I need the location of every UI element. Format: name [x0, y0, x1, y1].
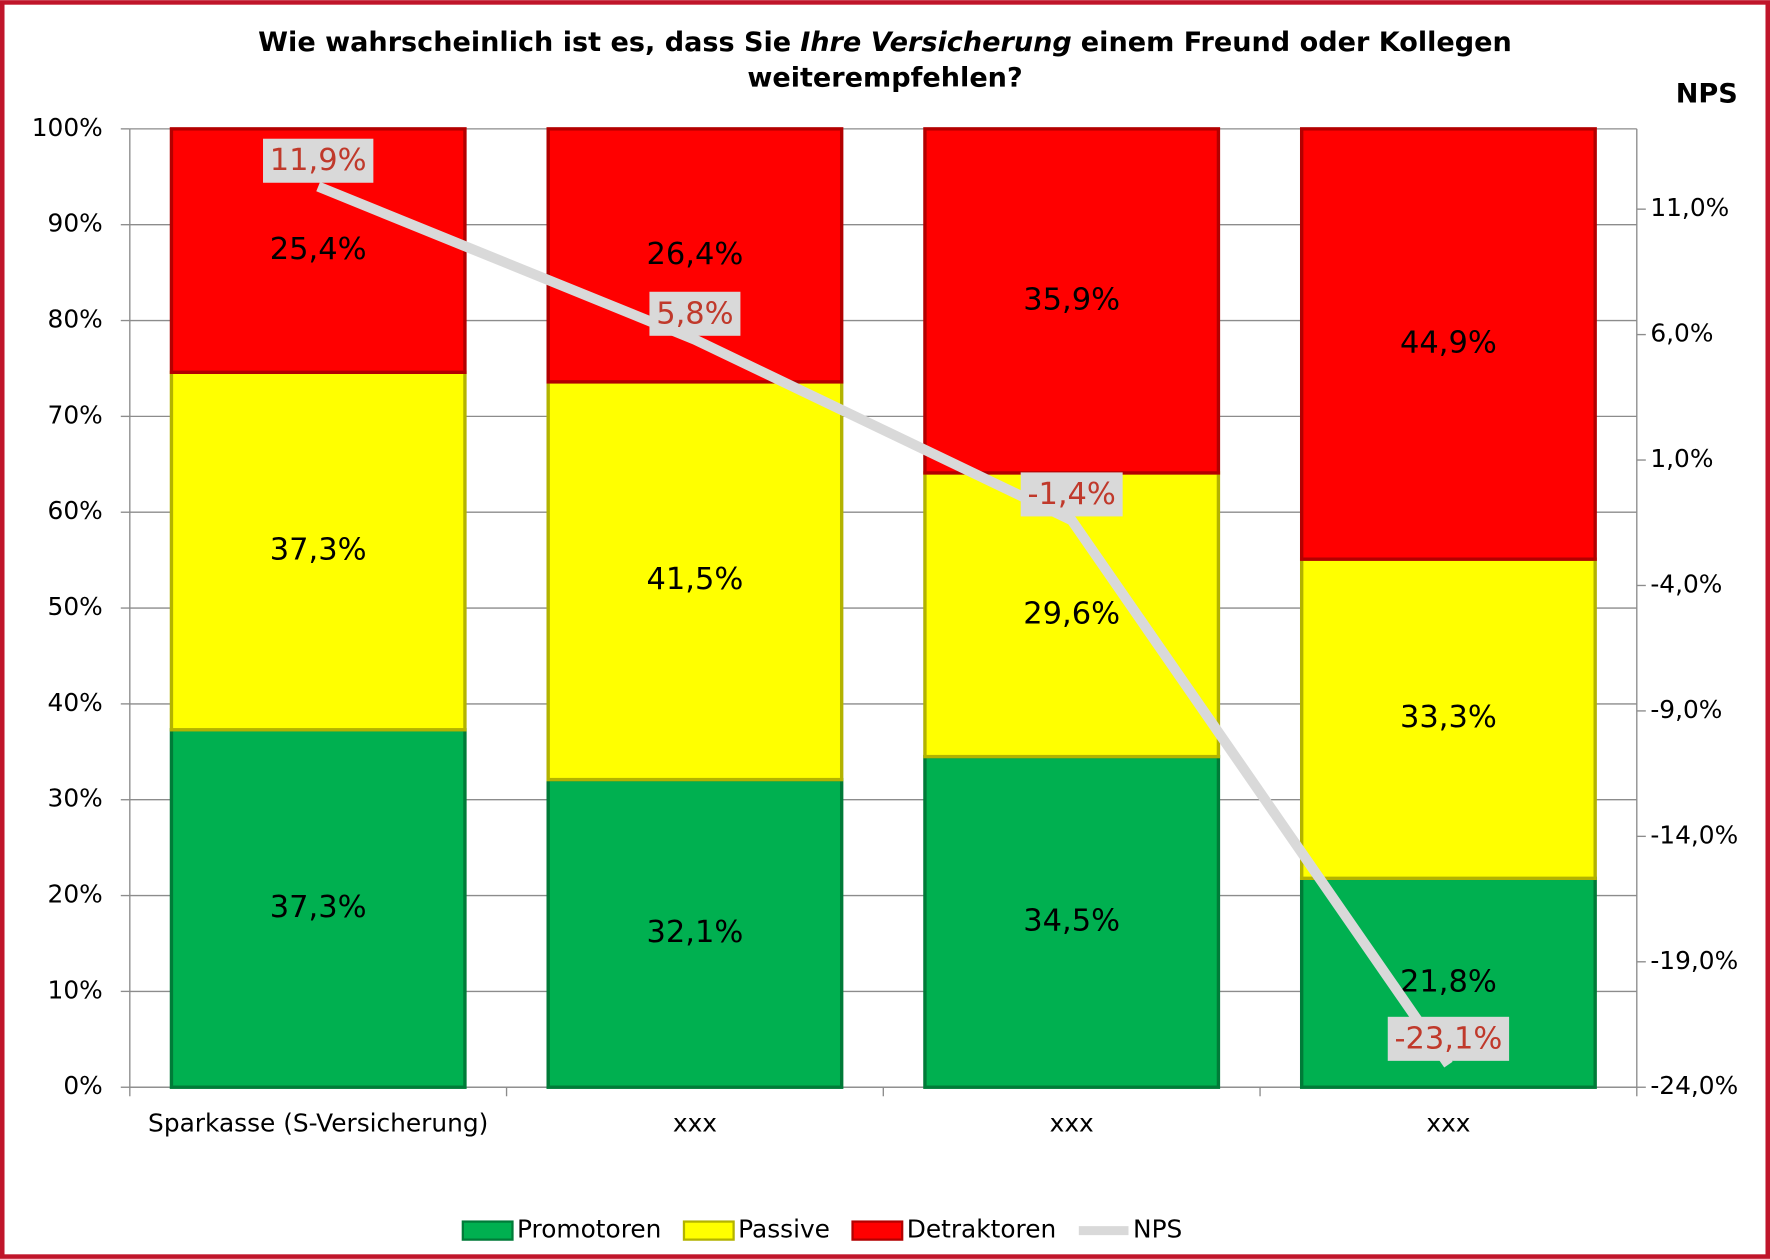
y2-tick-label: -19,0%	[1650, 946, 1738, 975]
y-tick-label: 50%	[48, 592, 103, 621]
data-label: -1,4%	[1027, 477, 1115, 512]
nps-label-box	[1387, 1016, 1510, 1061]
y-tick-label: 80%	[48, 305, 103, 334]
x-tick-label: xxx	[1426, 1108, 1470, 1137]
data-label: 33,3%	[1400, 700, 1497, 735]
bar-segment	[169, 728, 467, 1089]
y2-axis-label: NPS	[1676, 79, 1738, 110]
nps-label: -1,4%	[1020, 472, 1123, 517]
bar-segment	[546, 777, 844, 1089]
legend-label: Detraktoren	[907, 1215, 1057, 1244]
x-tick-label: xxx	[1050, 1108, 1094, 1137]
y2-tick-label: -4,0%	[1650, 569, 1722, 598]
y-tick-label: 10%	[48, 975, 103, 1004]
y-tick-label: 100%	[32, 113, 103, 142]
data-label: 26,4%	[647, 237, 744, 272]
data-label: 11,9%	[270, 143, 367, 178]
nps-label-box	[649, 291, 741, 336]
y-tick-label: 20%	[48, 880, 103, 909]
bar-segment	[546, 380, 844, 782]
y2-tick-label: 11,0%	[1650, 193, 1729, 222]
x-tick-label: xxx	[673, 1108, 717, 1137]
legend-label: Passive	[738, 1215, 830, 1244]
y2-tick-label: -9,0%	[1650, 695, 1722, 724]
y2-tick-label: 1,0%	[1650, 444, 1713, 473]
y-tick-label: 40%	[48, 688, 103, 717]
data-label: 41,5%	[647, 562, 744, 597]
x-tick-label: Sparkasse (S-Versicherung)	[148, 1108, 488, 1137]
nps-label: 5,8%	[649, 291, 741, 336]
nps-label-box	[263, 138, 374, 183]
data-label: 44,9%	[1400, 326, 1497, 361]
y-tick-label: 0%	[63, 1071, 102, 1100]
chart-title: Wie wahrscheinlich ist es, dass Sie Ihre …	[258, 27, 1512, 58]
legend-swatch	[461, 1220, 514, 1241]
bar-segment	[1299, 127, 1597, 561]
data-label: 5,8%	[656, 296, 733, 331]
y2-tick-label: -24,0%	[1650, 1071, 1738, 1100]
data-label: 21,8%	[1400, 964, 1497, 999]
legend-swatch	[682, 1220, 735, 1241]
y-tick-label: 90%	[48, 209, 103, 238]
nps-label: -23,1%	[1387, 1016, 1510, 1061]
bar-segment	[1299, 557, 1597, 881]
legend-label: Promotoren	[517, 1215, 661, 1244]
nps-line	[316, 181, 1453, 1068]
data-label: 34,5%	[1023, 903, 1120, 938]
legend-label: NPS	[1133, 1215, 1182, 1244]
chart-title: weiterempfehlen?	[747, 63, 1022, 94]
data-label: 37,3%	[270, 533, 367, 568]
nps-label-box	[1020, 472, 1123, 517]
bar-segment	[923, 754, 1221, 1089]
data-label: -23,1%	[1395, 1021, 1503, 1056]
data-label: 37,3%	[270, 890, 367, 925]
data-label: 32,1%	[647, 915, 744, 950]
y2-tick-label: 6,0%	[1650, 319, 1713, 348]
bar-segment	[546, 127, 844, 384]
y-tick-label: 30%	[48, 784, 103, 813]
data-label: 29,6%	[1023, 596, 1120, 631]
data-label: 35,9%	[1023, 282, 1120, 317]
y2-tick-label: -14,0%	[1650, 820, 1738, 849]
y-tick-label: 60%	[48, 496, 103, 525]
legend-swatch	[851, 1220, 904, 1241]
nps-label: 11,9%	[263, 138, 374, 183]
bar-segment	[923, 127, 1221, 475]
data-label: 25,4%	[270, 232, 367, 267]
y-tick-label: 70%	[48, 400, 103, 429]
